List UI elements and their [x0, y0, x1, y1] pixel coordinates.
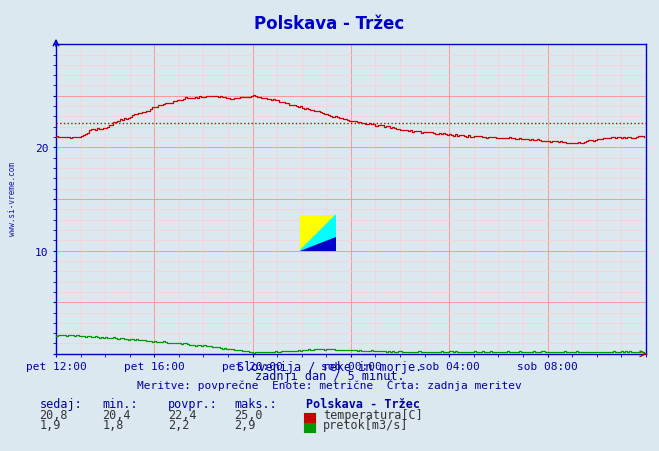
- Text: sedaj:: sedaj:: [40, 397, 82, 410]
- Text: Meritve: povprečne  Enote: metrične  Črta: zadnja meritev: Meritve: povprečne Enote: metrične Črta:…: [137, 378, 522, 390]
- Text: 22,4: 22,4: [168, 408, 196, 421]
- Polygon shape: [300, 215, 336, 252]
- Text: 20,4: 20,4: [102, 408, 130, 421]
- Text: povpr.:: povpr.:: [168, 397, 218, 410]
- Text: zadnji dan / 5 minut.: zadnji dan / 5 minut.: [254, 369, 405, 382]
- Text: maks.:: maks.:: [234, 397, 277, 410]
- Text: www.si-vreme.com: www.si-vreme.com: [8, 161, 17, 235]
- Text: min.:: min.:: [102, 397, 138, 410]
- Text: 25,0: 25,0: [234, 408, 262, 421]
- Text: Slovenija / reke in morje.: Slovenija / reke in morje.: [237, 360, 422, 373]
- Text: 2,2: 2,2: [168, 419, 189, 432]
- Text: pretok[m3/s]: pretok[m3/s]: [323, 419, 409, 432]
- Polygon shape: [300, 237, 336, 252]
- Text: temperatura[C]: temperatura[C]: [323, 408, 422, 421]
- Text: 2,9: 2,9: [234, 419, 255, 432]
- Text: Polskava - Tržec: Polskava - Tržec: [254, 15, 405, 33]
- Text: 1,8: 1,8: [102, 419, 123, 432]
- Text: 20,8: 20,8: [40, 408, 68, 421]
- Polygon shape: [300, 215, 336, 252]
- Text: 1,9: 1,9: [40, 419, 61, 432]
- Text: Polskava - Tržec: Polskava - Tržec: [306, 397, 420, 410]
